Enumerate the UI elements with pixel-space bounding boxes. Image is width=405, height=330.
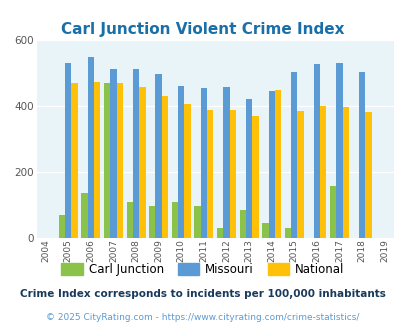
Bar [207, 110, 213, 238]
Bar [104, 83, 110, 238]
Text: © 2025 CityRating.com - https://www.cityrating.com/crime-statistics/: © 2025 CityRating.com - https://www.city… [46, 313, 359, 322]
Bar [59, 215, 65, 238]
Bar [194, 206, 200, 238]
Text: Crime Index corresponds to incidents per 100,000 inhabitants: Crime Index corresponds to incidents per… [20, 289, 385, 299]
Bar [268, 91, 274, 238]
Bar [358, 72, 364, 238]
Bar [262, 223, 268, 238]
Bar [313, 64, 319, 238]
Bar [216, 228, 223, 238]
Bar [319, 106, 326, 238]
Bar [65, 63, 71, 238]
Bar [336, 63, 342, 238]
Bar [329, 186, 336, 238]
Bar [284, 228, 290, 238]
Legend: Carl Junction, Missouri, National: Carl Junction, Missouri, National [57, 258, 348, 281]
Bar [94, 82, 100, 238]
Bar [162, 96, 168, 238]
Bar [184, 104, 190, 238]
Bar [116, 83, 123, 238]
Bar [297, 111, 303, 238]
Bar [149, 206, 155, 238]
Bar [81, 193, 87, 238]
Bar [171, 202, 178, 238]
Bar [245, 99, 252, 238]
Bar [252, 116, 258, 238]
Bar [290, 72, 297, 238]
Bar [364, 112, 371, 238]
Bar [139, 87, 145, 238]
Bar [342, 107, 348, 238]
Bar [229, 110, 235, 238]
Bar [223, 87, 229, 238]
Bar [87, 57, 94, 238]
Bar [178, 86, 184, 238]
Bar [71, 83, 77, 238]
Bar [132, 69, 139, 238]
Bar [126, 202, 132, 238]
Text: Carl Junction Violent Crime Index: Carl Junction Violent Crime Index [61, 22, 344, 37]
Bar [239, 210, 245, 238]
Bar [110, 69, 116, 238]
Bar [155, 74, 162, 238]
Bar [200, 88, 207, 238]
Bar [274, 90, 281, 238]
